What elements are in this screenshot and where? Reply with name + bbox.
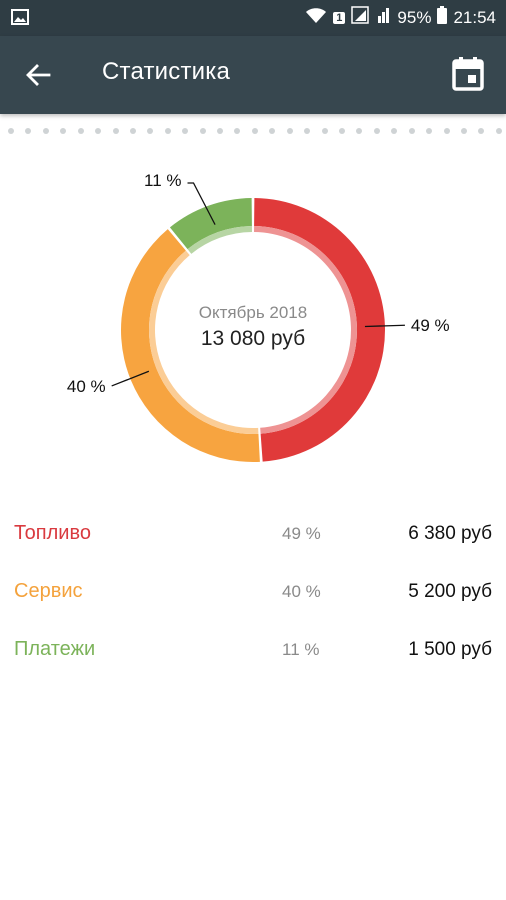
category-list: Топливо 49 % 6 380 руб Сервис 40 % 5 200…: [0, 508, 506, 682]
divider-dot: [77, 128, 84, 134]
divider-dot: [286, 128, 293, 134]
divider-dot: [95, 128, 102, 134]
donut-slice-1: [120, 229, 260, 462]
page-title: Статистика: [102, 58, 231, 85]
battery-percent: 95%: [397, 7, 432, 27]
divider-dot: [321, 128, 328, 134]
divider-dot: [443, 128, 450, 134]
divider-dot: [112, 128, 119, 134]
total-amount: 13 080 руб: [200, 327, 306, 350]
status-icons: 1 95% 21:54: [305, 6, 496, 29]
divider-dot: [356, 128, 363, 134]
slice-label-1: 40 %: [67, 377, 106, 396]
donut-slice-0: [254, 198, 386, 462]
category-name: Топливо: [14, 522, 91, 544]
category-amount: 1 500 руб: [408, 639, 492, 660]
label-leader-line-0: [364, 324, 405, 328]
divider-dot: [251, 128, 258, 134]
dotted-divider: [8, 128, 502, 136]
calendar-icon: [452, 57, 484, 91]
divider-dot: [391, 128, 398, 134]
status-bar: 1 95% 21:54: [0, 0, 506, 36]
divider-dot: [129, 128, 136, 134]
calendar-button[interactable]: [448, 54, 488, 94]
donut-slice-inner-2: [187, 226, 252, 254]
period-label: Октябрь 2018: [198, 303, 308, 322]
slice-label-2: 11 %: [144, 171, 182, 190]
label-leader-line-1: [111, 370, 150, 387]
category-percent: 49 %: [282, 524, 321, 543]
divider-dot: [60, 128, 67, 134]
signal-bars-icon: [377, 6, 391, 29]
divider-dot: [25, 128, 32, 134]
battery-icon: [437, 6, 448, 29]
arrow-left-icon: [26, 64, 51, 86]
category-amount: 6 380 руб: [408, 523, 492, 544]
divider-dot: [426, 128, 433, 134]
sim-badge: 1: [333, 11, 346, 24]
category-row-fuel[interactable]: Топливо 49 % 6 380 руб: [0, 508, 506, 566]
divider-dot: [408, 128, 415, 134]
label-leader-line-2: [187, 182, 216, 225]
divider-dot: [147, 128, 154, 134]
category-name: Платежи: [14, 638, 96, 660]
divider-dot: [199, 128, 206, 134]
divider-dot: [8, 128, 14, 134]
divider-dot: [217, 128, 224, 134]
donut-chart-svg: 49 % 40 % 11 %: [67, 171, 450, 462]
back-button[interactable]: [18, 58, 58, 92]
category-amount: 5 200 руб: [408, 581, 492, 602]
divider-dot: [42, 128, 49, 134]
category-percent: 11 %: [282, 640, 320, 659]
chart-center: Октябрь 2018 13 080 руб: [133, 303, 373, 351]
category-name: Сервис: [14, 580, 83, 602]
divider-dot: [304, 128, 311, 134]
divider-dot: [234, 128, 241, 134]
divider-dot: [478, 128, 485, 134]
divider-dot: [460, 128, 467, 134]
divider-dot: [339, 128, 346, 134]
gallery-notification-icon: [11, 9, 29, 30]
divider-dot: [373, 128, 380, 134]
signal-icon: [351, 6, 371, 29]
divider-dot: [269, 128, 276, 134]
divider-dot: [495, 128, 502, 134]
slice-label-0: 49 %: [411, 316, 450, 335]
divider-dot: [182, 128, 189, 134]
wifi-icon: [305, 6, 327, 29]
app-bar: Статистика: [0, 36, 506, 114]
donut-slice-2: [169, 198, 252, 250]
category-row-service[interactable]: Сервис 40 % 5 200 руб: [0, 566, 506, 624]
donut-chart: 49 % 40 % 11 % Октябрь 2018 13 080 руб: [0, 170, 506, 490]
clock: 21:54: [453, 7, 496, 27]
category-row-payments[interactable]: Платежи 11 % 1 500 руб: [0, 624, 506, 682]
category-percent: 40 %: [282, 582, 321, 601]
divider-dot: [164, 128, 171, 134]
